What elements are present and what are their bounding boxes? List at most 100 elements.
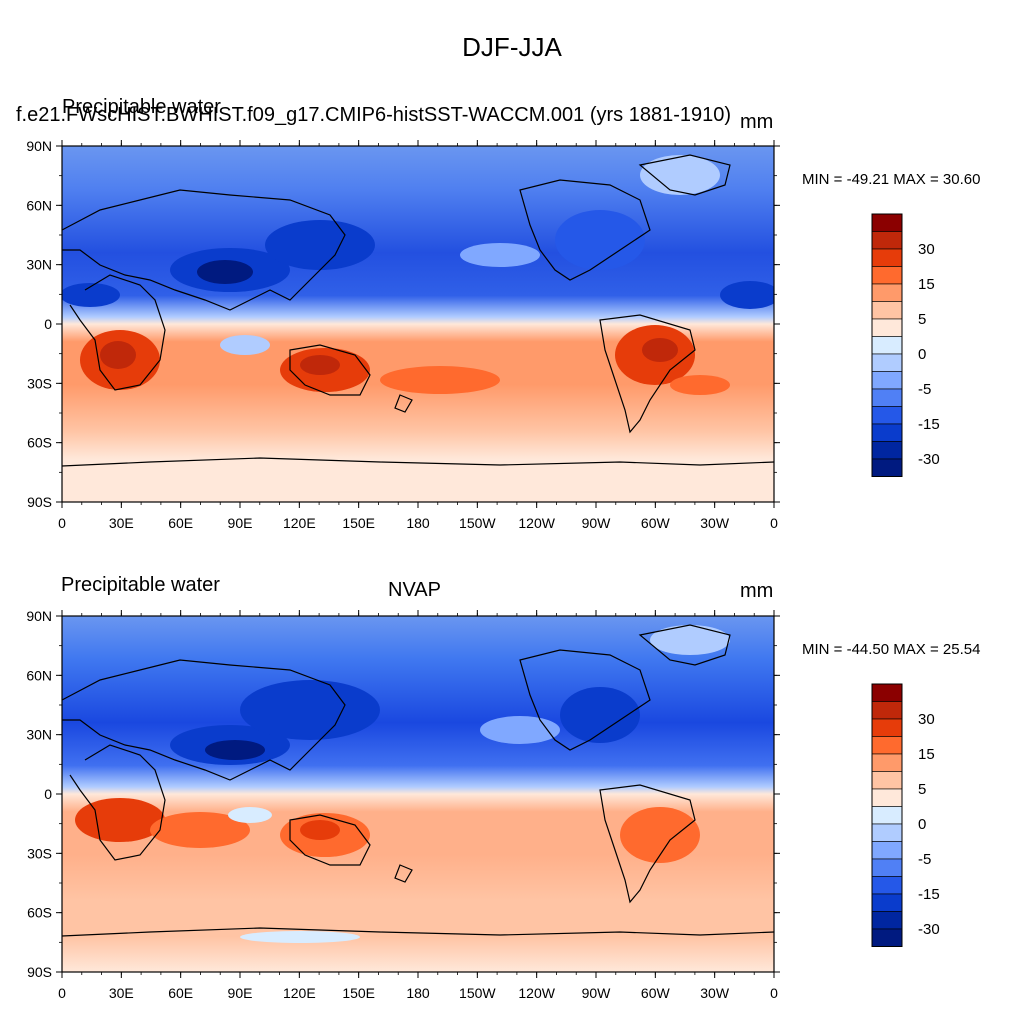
lat-label: 60N — [26, 667, 52, 683]
lat-label: 30N — [26, 727, 52, 743]
lon-label: 30W — [700, 515, 730, 531]
colorbar-box — [871, 718, 903, 737]
colorbar-box — [871, 371, 903, 390]
lon-label: 90W — [582, 515, 612, 531]
colorbar-label: 0 — [918, 346, 926, 363]
lon-label: 60W — [641, 515, 671, 531]
lat-label: 0 — [44, 316, 52, 332]
colorbar-box — [871, 353, 903, 372]
colorbar-label: 15 — [918, 276, 935, 293]
colorbar-label: -30 — [918, 451, 940, 468]
lon-label: 120E — [283, 985, 316, 1001]
lat-label: 90N — [26, 138, 52, 154]
colorbar-box — [871, 301, 903, 320]
colorbar-box — [871, 213, 903, 232]
lon-label: 90E — [228, 515, 253, 531]
colorbar-label: -5 — [918, 851, 931, 868]
colorbar-box — [871, 893, 903, 912]
lon-label: 60W — [641, 985, 671, 1001]
lon-label: 120W — [518, 985, 555, 1001]
panel2-left-title: Precipitable water — [61, 574, 220, 596]
lon-label: 90E — [228, 985, 253, 1001]
lon-label: 60E — [168, 515, 193, 531]
colorbar-box — [871, 928, 903, 947]
colorbar-label: -15 — [918, 886, 940, 903]
panel2-stats: MIN = -44.50 MAX = 25.54 — [802, 641, 981, 658]
panel1-units: mm — [740, 111, 774, 133]
lon-label: 30W — [700, 985, 730, 1001]
panel1-colorbar: 30 15 5 0 -5 -15 -30 — [871, 213, 940, 477]
colorbar-label: 0 — [918, 816, 926, 833]
colorbar-box — [871, 771, 903, 790]
lat-label: 30S — [27, 845, 52, 861]
colorbar-frame — [871, 213, 903, 477]
colorbar-box — [871, 701, 903, 720]
lat-label: 60S — [27, 435, 52, 451]
lon-label: 180 — [406, 985, 430, 1001]
colorbar-box — [871, 318, 903, 337]
lat-label: 30N — [26, 257, 52, 273]
lat-label: 30S — [27, 375, 52, 391]
colorbar-label: -15 — [918, 416, 940, 433]
lon-label: 150W — [459, 985, 496, 1001]
colorbar-box — [871, 406, 903, 425]
colorbar-label: 30 — [918, 241, 935, 258]
colorbar-box — [871, 683, 903, 702]
lon-label: 0 — [770, 515, 778, 531]
colorbar-label: -5 — [918, 381, 931, 398]
panel1-axes: 90N 60N 30N 0 30S 60S 90S 0 30E 60E 90E 120E 150E 180… — [26, 138, 780, 531]
lon-label: 30E — [109, 515, 134, 531]
main-title: DJF-JJA — [462, 32, 562, 62]
lat-label: 90S — [27, 964, 52, 980]
colorbar-box — [871, 231, 903, 250]
lon-label: 150E — [342, 985, 375, 1001]
lon-label: 180 — [406, 515, 430, 531]
lat-label: 60N — [26, 197, 52, 213]
lon-label: 120W — [518, 515, 555, 531]
colorbar-box — [871, 788, 903, 807]
colorbar-box — [871, 248, 903, 267]
panel2-colorbar: 30 15 5 0 -5 -15 -30 — [871, 683, 940, 947]
panel2-axes: 90N 60N 30N 0 30S 60S 90S 0 30E 60E 90E 120E 150E 180… — [26, 608, 780, 1001]
colorbar-box — [871, 458, 903, 477]
lat-label: 90S — [27, 494, 52, 510]
colorbar-box — [871, 753, 903, 772]
colorbar-label: 30 — [918, 711, 935, 728]
lon-label: 30E — [109, 985, 134, 1001]
colorbar-box — [871, 283, 903, 302]
lat-label: 90N — [26, 608, 52, 624]
panel2-map-field — [62, 616, 774, 972]
colorbar-box — [871, 388, 903, 407]
colorbar-frame — [871, 683, 903, 947]
colorbar-box — [871, 441, 903, 460]
panel1-stats: MIN = -49.21 MAX = 30.60 — [802, 171, 981, 188]
lon-label: 150E — [342, 515, 375, 531]
colorbar-box — [871, 841, 903, 860]
colorbar-label: 5 — [918, 311, 926, 328]
panel2-units: mm — [740, 580, 774, 602]
lon-label: 0 — [58, 515, 66, 531]
panel1-left-title: Precipitable water — [62, 96, 221, 118]
lon-label: 0 — [58, 985, 66, 1001]
colorbar-box — [871, 266, 903, 285]
lon-label: 0 — [770, 985, 778, 1001]
panel1-case-title: f.e21.FWscHIST.BWHIST.f09_g17.CMIP6-hist… — [16, 104, 732, 126]
lon-label: 120E — [283, 515, 316, 531]
colorbar-box — [871, 336, 903, 355]
colorbar-box — [871, 876, 903, 895]
lon-label: 60E — [168, 985, 193, 1001]
colorbar-label: 5 — [918, 781, 926, 798]
lon-label: 150W — [459, 515, 496, 531]
colorbar-box — [871, 806, 903, 825]
colorbar-box — [871, 911, 903, 930]
colorbar-label: -30 — [918, 921, 940, 938]
panel1-map-field — [62, 146, 774, 502]
lat-label: 0 — [44, 786, 52, 802]
lon-label: 90W — [582, 985, 612, 1001]
panel2-center-title: NVAP — [388, 579, 441, 601]
colorbar-label: 15 — [918, 746, 935, 763]
lat-label: 60S — [27, 905, 52, 921]
colorbar-box — [871, 423, 903, 442]
colorbar-box — [871, 858, 903, 877]
